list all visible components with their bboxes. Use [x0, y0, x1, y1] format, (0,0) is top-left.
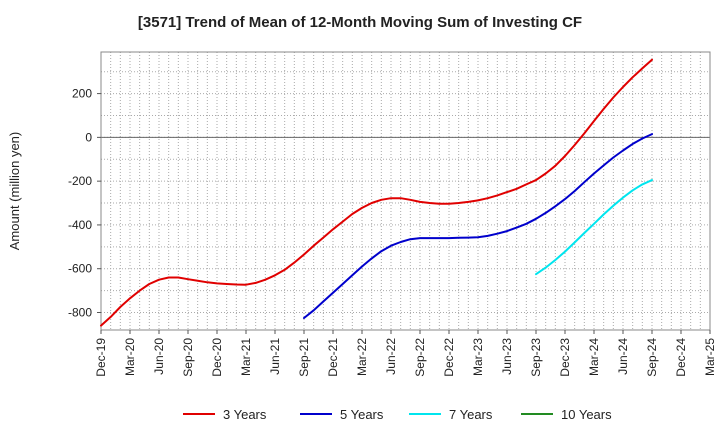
y-tick-label: 200 — [72, 87, 92, 101]
x-tick-label: Mar-22 — [355, 338, 369, 376]
grid-lines — [101, 52, 710, 330]
x-tick-label: Mar-23 — [471, 338, 485, 376]
x-tick-label: Dec-22 — [442, 338, 456, 377]
legend-label-10-years: 10 Years — [561, 407, 612, 422]
x-tick-label: Jun-23 — [500, 338, 514, 375]
x-tick-label: Sep-23 — [529, 338, 543, 377]
legend-label-5-years: 5 Years — [340, 407, 384, 422]
x-tick-label: Jun-22 — [384, 338, 398, 375]
y-axis: -800 -600 -400 -200 0 200 — [68, 87, 101, 319]
legend-label-3-years: 3 Years — [223, 407, 267, 422]
x-axis: Dec-19 Mar-20 Jun-20 Sep-20 Dec-20 Mar-21 Jun-… — [94, 330, 717, 377]
x-tick-label: Dec-20 — [210, 338, 224, 377]
x-tick-label: Mar-21 — [239, 338, 253, 376]
x-tick-label: Dec-21 — [326, 338, 340, 377]
series-line-3-years — [100, 58, 653, 327]
plot-area — [101, 52, 710, 330]
legend: 3 Years 5 Years 7 Years 10 Years — [183, 407, 612, 422]
series-lines — [100, 58, 653, 327]
series-line-5-years — [303, 133, 653, 319]
plot-frame — [100, 51, 711, 331]
x-tick-label: Jun-20 — [152, 338, 166, 375]
y-tick-label: -400 — [68, 218, 92, 232]
x-tick-label: Dec-23 — [558, 338, 572, 377]
y-tick-label: 0 — [85, 130, 92, 144]
x-tick-label: Mar-24 — [587, 338, 601, 376]
x-tick-label: Dec-24 — [674, 338, 688, 377]
x-tick-label: Mar-20 — [123, 338, 137, 376]
x-tick-label: Jun-24 — [616, 338, 630, 375]
x-tick-label: Sep-22 — [413, 338, 427, 377]
chart-title: [3571] Trend of Mean of 12-Month Moving … — [138, 14, 582, 31]
x-tick-label: Sep-20 — [181, 338, 195, 377]
y-tick-label: -200 — [68, 174, 92, 188]
x-tick-label: Sep-24 — [645, 338, 659, 377]
x-tick-label: Dec-19 — [94, 338, 108, 377]
series-line-7-years — [535, 179, 653, 276]
y-tick-label: -800 — [68, 305, 92, 319]
y-axis-label: Amount (million yen) — [7, 132, 22, 251]
x-tick-label: Sep-21 — [297, 338, 311, 377]
x-tick-label: Mar-25 — [703, 338, 717, 376]
legend-label-7-years: 7 Years — [449, 407, 493, 422]
x-tick-label: Jun-21 — [268, 338, 282, 375]
y-tick-label: -600 — [68, 262, 92, 276]
